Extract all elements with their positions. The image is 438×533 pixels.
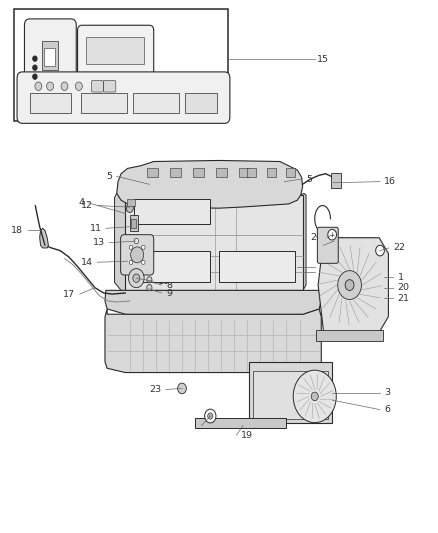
Circle shape [141, 245, 145, 249]
Bar [134, 199, 210, 224]
Bar [42, 41, 58, 70]
Circle shape [134, 238, 138, 244]
Bar [250, 362, 332, 423]
Text: 20: 20 [397, 283, 410, 292]
Polygon shape [301, 193, 306, 289]
Bar [133, 93, 179, 113]
Bar [216, 168, 226, 177]
Polygon shape [105, 290, 321, 314]
Circle shape [338, 271, 361, 300]
FancyBboxPatch shape [318, 227, 338, 263]
Circle shape [33, 65, 37, 70]
Bar [127, 199, 134, 206]
Bar [130, 215, 138, 231]
Text: 10: 10 [158, 277, 170, 286]
Bar [147, 168, 158, 177]
FancyBboxPatch shape [25, 19, 76, 93]
Circle shape [345, 280, 354, 290]
Bar [316, 330, 383, 342]
Circle shape [131, 247, 144, 263]
Bar [239, 168, 250, 177]
FancyBboxPatch shape [78, 25, 154, 76]
Text: 19: 19 [241, 431, 253, 440]
Text: 15: 15 [317, 55, 329, 64]
Text: 7: 7 [319, 262, 325, 271]
Circle shape [35, 82, 42, 91]
Bar [195, 418, 286, 428]
Bar [170, 168, 181, 177]
Bar [125, 195, 303, 290]
Text: 8: 8 [166, 280, 172, 289]
Text: 23: 23 [149, 385, 162, 394]
Circle shape [208, 413, 213, 419]
Circle shape [147, 285, 152, 291]
Text: 4: 4 [78, 198, 84, 207]
Circle shape [61, 82, 68, 91]
Text: 9: 9 [166, 288, 172, 297]
Bar [44, 47, 55, 66]
Circle shape [311, 392, 318, 401]
Circle shape [47, 82, 53, 91]
Bar [267, 168, 276, 177]
Text: 12: 12 [81, 201, 93, 210]
Bar [247, 168, 256, 177]
Text: 11: 11 [89, 224, 102, 233]
Polygon shape [117, 160, 303, 208]
Circle shape [141, 260, 145, 264]
Bar [219, 251, 295, 282]
Text: 16: 16 [385, 177, 396, 186]
Text: 26: 26 [311, 233, 322, 242]
FancyBboxPatch shape [104, 80, 116, 92]
Bar [331, 173, 341, 188]
Bar [253, 372, 328, 419]
Circle shape [147, 277, 152, 283]
Text: 13: 13 [93, 238, 105, 247]
Circle shape [133, 274, 140, 282]
Bar [185, 93, 217, 113]
Circle shape [129, 260, 133, 264]
Circle shape [75, 82, 82, 91]
Circle shape [328, 229, 336, 240]
Text: 17: 17 [64, 289, 75, 298]
Text: 25: 25 [206, 421, 218, 430]
Text: 1: 1 [397, 272, 403, 281]
Bar [81, 93, 127, 113]
FancyBboxPatch shape [92, 80, 104, 92]
Circle shape [205, 409, 216, 423]
Text: 24: 24 [339, 237, 351, 246]
Text: 5: 5 [306, 174, 312, 183]
Bar [30, 93, 71, 113]
Circle shape [129, 245, 133, 249]
Circle shape [128, 269, 144, 288]
Text: 14: 14 [81, 258, 93, 266]
Polygon shape [105, 309, 321, 373]
Text: 5: 5 [106, 172, 113, 181]
Bar [193, 168, 204, 177]
Circle shape [33, 74, 37, 79]
Circle shape [33, 56, 37, 61]
Circle shape [178, 383, 186, 394]
FancyBboxPatch shape [17, 72, 230, 123]
Text: 21: 21 [397, 294, 410, 303]
Text: 18: 18 [11, 226, 23, 235]
Polygon shape [40, 228, 48, 248]
Polygon shape [115, 191, 127, 292]
Bar [134, 251, 210, 282]
Circle shape [376, 245, 385, 256]
Polygon shape [318, 238, 389, 333]
Text: 3: 3 [385, 388, 391, 397]
Bar [131, 219, 136, 228]
Bar [86, 37, 144, 64]
Text: 22: 22 [393, 244, 405, 253]
FancyBboxPatch shape [120, 235, 154, 275]
Circle shape [126, 204, 133, 213]
Circle shape [293, 370, 336, 423]
Bar [286, 168, 295, 177]
Bar [14, 10, 228, 120]
Text: 2: 2 [319, 268, 325, 276]
Text: 6: 6 [385, 405, 390, 414]
